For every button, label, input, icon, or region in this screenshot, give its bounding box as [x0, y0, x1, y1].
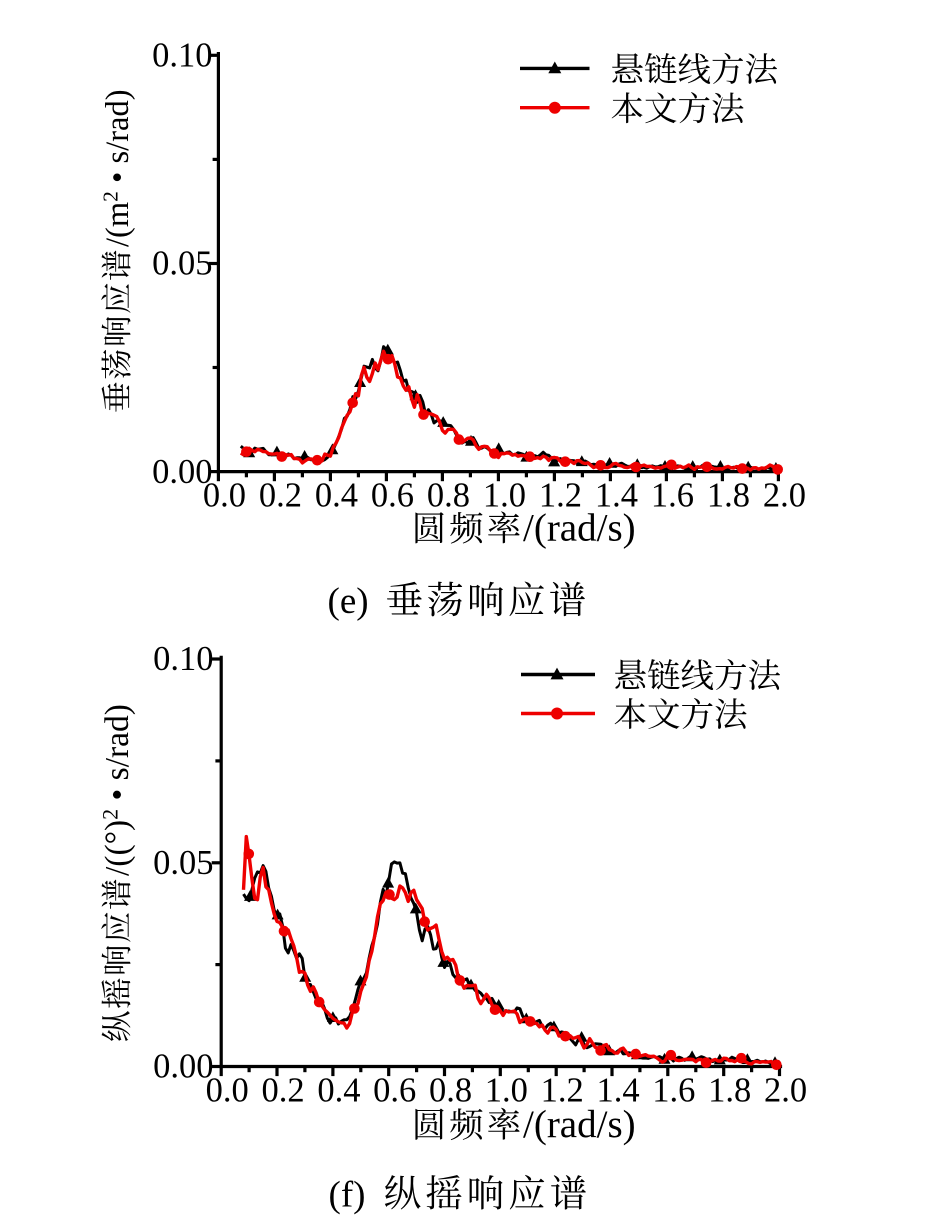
svg-text:0.8: 0.8 [429, 1072, 472, 1110]
svg-text:(e): (e) [328, 581, 369, 622]
svg-text:/(m: /(m [100, 202, 136, 247]
svg-text:2.0: 2.0 [764, 1072, 807, 1110]
svg-text:0.8: 0.8 [427, 477, 470, 515]
svg-text:2: 2 [99, 191, 123, 202]
svg-text:0.00: 0.00 [153, 1048, 213, 1086]
svg-text:0.2: 0.2 [261, 1072, 304, 1110]
svg-text:0.05: 0.05 [153, 844, 213, 882]
svg-text:0.6: 0.6 [373, 1072, 416, 1110]
svg-text:/(rad/s): /(rad/s) [523, 507, 636, 550]
svg-text:1.6: 1.6 [651, 477, 694, 515]
svg-text:1.4: 1.4 [596, 1072, 639, 1110]
svg-text:1.6: 1.6 [652, 1072, 695, 1110]
svg-text:1.0: 1.0 [483, 477, 526, 515]
svg-text:/(rad/s): /(rad/s) [523, 1103, 636, 1146]
svg-text:2: 2 [98, 809, 123, 820]
svg-text:0.4: 0.4 [315, 477, 358, 515]
svg-text:0.4: 0.4 [317, 1072, 360, 1110]
svg-text:1.4: 1.4 [595, 477, 638, 515]
svg-text:1.8: 1.8 [707, 477, 750, 515]
svg-text:/((: /(( [99, 844, 136, 876]
svg-text:0.05: 0.05 [152, 245, 212, 283]
svg-text:°: ° [99, 831, 136, 844]
svg-text:0.10: 0.10 [152, 37, 212, 75]
svg-text:0.10: 0.10 [153, 640, 213, 678]
svg-text:0.0: 0.0 [203, 477, 246, 515]
svg-text:• s/rad): • s/rad) [99, 704, 136, 809]
svg-text:1.2: 1.2 [541, 1072, 584, 1110]
svg-text:1.0: 1.0 [485, 1072, 528, 1110]
svg-text:1.2: 1.2 [539, 477, 582, 515]
svg-text:0.6: 0.6 [371, 477, 414, 515]
svg-text:(f): (f) [329, 1175, 366, 1216]
svg-text:2.0: 2.0 [763, 477, 806, 515]
svg-text:0.00: 0.00 [152, 453, 212, 491]
svg-text:• s/rad): • s/rad) [100, 89, 136, 191]
svg-text:0.2: 0.2 [259, 477, 302, 515]
svg-text:0.0: 0.0 [206, 1072, 249, 1110]
svg-text:1.8: 1.8 [708, 1072, 751, 1110]
svg-text:): ) [99, 820, 136, 831]
